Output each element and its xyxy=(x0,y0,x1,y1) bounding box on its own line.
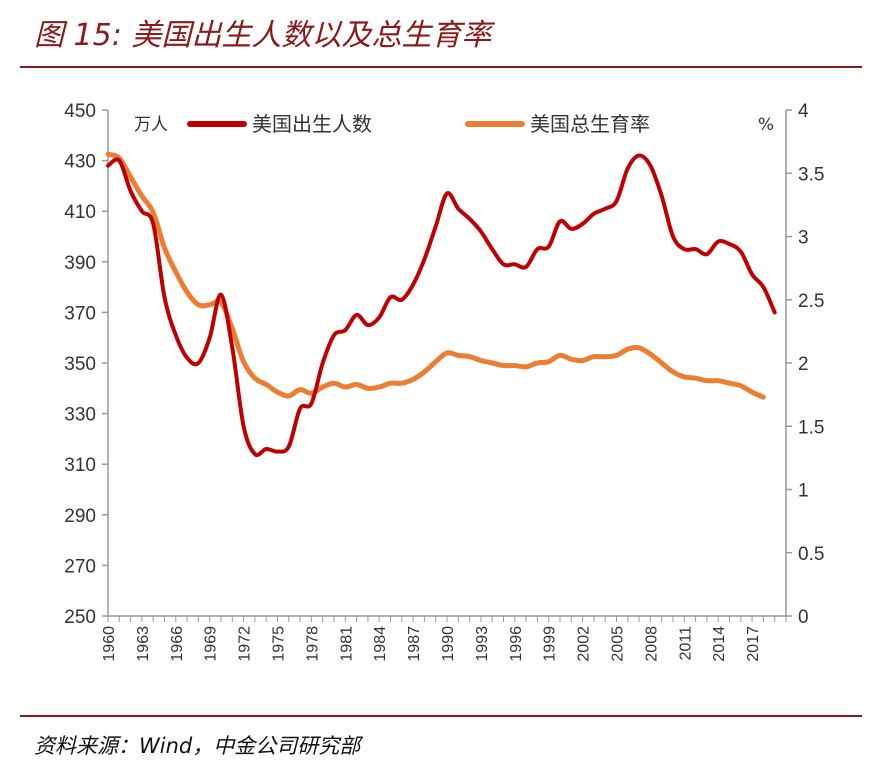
x-tick-label: 1987 xyxy=(406,626,423,662)
left-tick-label: 410 xyxy=(64,202,96,223)
left-tick-label: 330 xyxy=(64,405,96,426)
chart-legend: 美国出生人数 美国总生育率 xyxy=(187,112,650,136)
left-tick-label: 250 xyxy=(64,607,96,628)
footer-divider xyxy=(20,715,862,717)
x-tick-label: 1993 xyxy=(474,626,491,662)
right-tick-label: 2.5 xyxy=(798,291,824,312)
left-tick-label: 290 xyxy=(64,506,96,527)
x-tick-label: 1972 xyxy=(237,626,254,662)
right-tick-label: 3.5 xyxy=(798,164,824,185)
x-tick-label: 1990 xyxy=(440,626,457,662)
right-tick-label: 2 xyxy=(798,354,809,375)
left-tick-label: 430 xyxy=(64,152,96,173)
x-tick-label: 2017 xyxy=(745,626,762,662)
x-tick-label: 1975 xyxy=(271,626,288,662)
legend-label-births: 美国出生人数 xyxy=(252,112,372,136)
x-tick-label: 1966 xyxy=(169,626,186,662)
right-tick-label: 0.5 xyxy=(798,544,824,565)
x-tick-label: 1978 xyxy=(304,626,321,662)
page-title: 图 15: 美国出生人数以及总生育率 xyxy=(34,18,492,53)
x-tick-label: 2005 xyxy=(610,626,627,662)
right-tick-label: 1 xyxy=(798,481,809,502)
left-tick-label: 390 xyxy=(64,253,96,274)
x-tick-label: 2002 xyxy=(576,626,593,662)
left-tick-label: 270 xyxy=(64,556,96,577)
right-tick-label: 4 xyxy=(798,101,809,122)
legend-label-fertility: 美国总生育率 xyxy=(530,112,650,136)
x-tick-label: 1981 xyxy=(338,626,355,662)
right-tick-label: 0 xyxy=(798,607,809,628)
left-unit-label: 万人 xyxy=(134,115,168,135)
left-tick-label: 350 xyxy=(64,354,96,375)
x-tick-label: 1999 xyxy=(542,626,559,662)
x-tick-label: 2014 xyxy=(711,626,728,662)
right-tick-label: 3 xyxy=(798,228,809,249)
x-tick-label: 1984 xyxy=(372,626,389,662)
left-tick-label: 370 xyxy=(64,303,96,324)
right-tick-label: 1.5 xyxy=(798,417,824,438)
x-tick-label: 1969 xyxy=(203,626,220,662)
x-tick-label: 2011 xyxy=(677,626,694,661)
title-divider xyxy=(20,66,862,68)
chart-axes: 250 270 290 310 330 350 370 390 410 430 450 0 0.5 1 1.… xyxy=(64,101,824,662)
x-tick-label: 2008 xyxy=(643,626,660,662)
x-tick-label: 1996 xyxy=(508,626,525,662)
source-note: 资料来源：Wind，中金公司研究部 xyxy=(34,734,361,758)
x-tick-label: 1960 xyxy=(101,626,118,662)
left-tick-label: 310 xyxy=(64,455,96,476)
series-line-fertility xyxy=(105,151,766,400)
x-tick-label: 1963 xyxy=(135,626,152,662)
series-line-births xyxy=(106,153,777,457)
left-tick-label: 450 xyxy=(64,101,96,122)
right-unit-label: % xyxy=(758,115,774,135)
chart-series xyxy=(105,151,777,457)
